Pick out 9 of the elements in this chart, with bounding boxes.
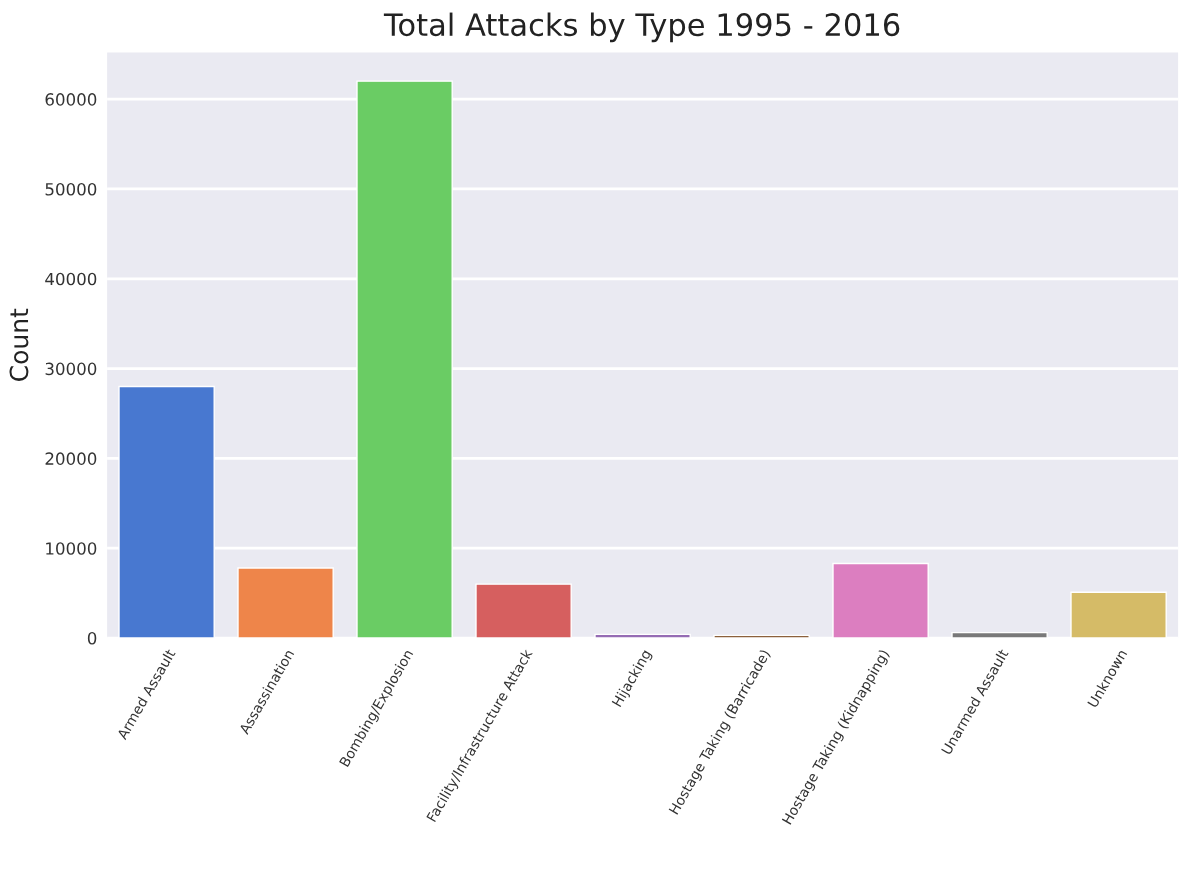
y-axis-title: Count (9, 308, 29, 381)
y-tick-label: 10000 (46, 542, 97, 555)
y-tick-label: 30000 (45, 362, 97, 376)
y-tick-label: 60000 (45, 93, 97, 106)
y-tick-label: 20000 (45, 452, 97, 465)
y-tick-label: 50000 (45, 182, 97, 196)
chart-title: Total Attacks by Type 1995 - 2016 (383, 12, 900, 43)
y-tick-label: 40000 (45, 272, 97, 286)
y-tick-label: 0 (87, 631, 97, 645)
